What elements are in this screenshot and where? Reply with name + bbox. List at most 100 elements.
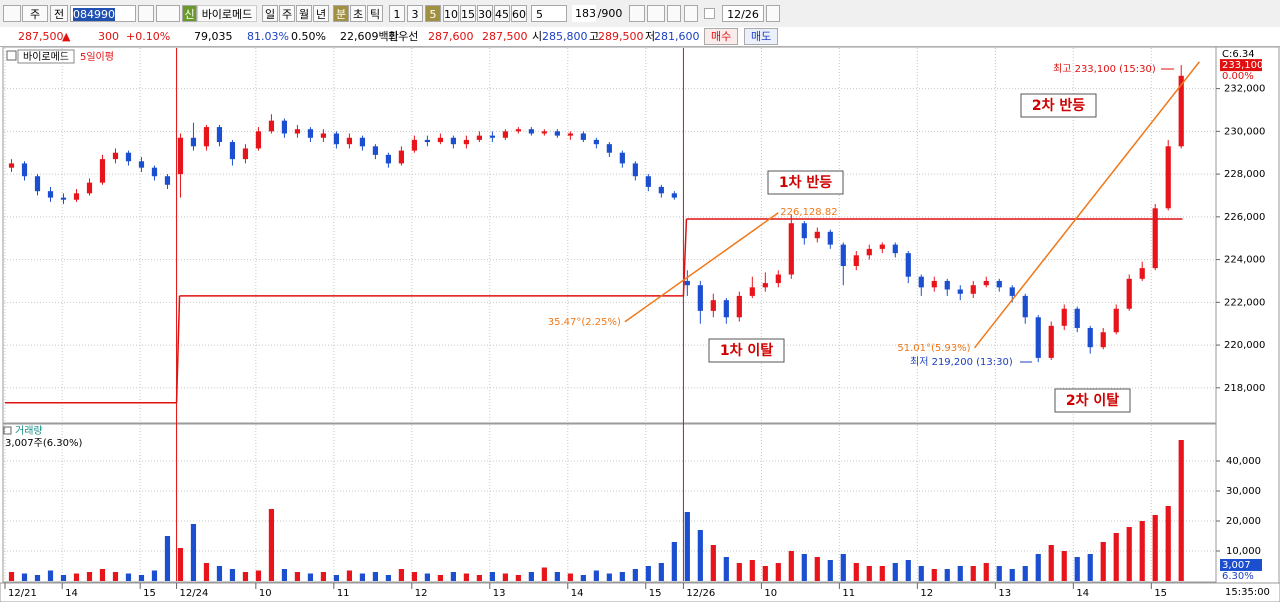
annotation-box [1020, 93, 1097, 118]
volume-bar [827, 560, 833, 581]
type-button[interactable]: 전 [50, 5, 68, 22]
current-volume-box [1220, 558, 1262, 571]
candle-body [580, 133, 586, 140]
x-tick-label: 12/26 [686, 588, 715, 599]
period-button[interactable]: 초 [350, 5, 366, 22]
x-tick-label: 11 [842, 588, 855, 599]
chart-title: 바이로메드 [23, 51, 69, 63]
current-volume-pct: 6.30% [1222, 571, 1254, 582]
volume-bar [502, 573, 508, 581]
market-select[interactable]: 주 [22, 5, 48, 22]
volume-bar [710, 545, 716, 581]
volume-bar [1074, 557, 1080, 581]
candle-body [541, 131, 547, 134]
change-pct: +0.10% [126, 30, 171, 43]
period-button[interactable]: 틱 [367, 5, 383, 22]
date-input[interactable]: 12/26 [722, 5, 764, 22]
sound-button[interactable] [156, 5, 180, 22]
code-input[interactable]: 084990 [70, 5, 136, 22]
candle-body [632, 163, 638, 177]
minute-button[interactable]: 10 [443, 5, 459, 22]
candle-body [1139, 268, 1145, 279]
period-button[interactable]: 주 [279, 5, 295, 22]
minute-button[interactable]: 1 [389, 5, 405, 22]
candle-body [736, 295, 742, 318]
candle-body [177, 137, 184, 175]
candle-body [1035, 317, 1041, 358]
minute-button[interactable]: 60 [511, 5, 527, 22]
candle-body [723, 300, 729, 318]
candle-body [905, 253, 911, 277]
volume-bar [1165, 506, 1171, 581]
min-label: 최저 219,200 (13:30) [910, 356, 1013, 368]
period-button[interactable]: 월 [296, 5, 312, 22]
open-label: 시 [532, 30, 543, 43]
candle-body [710, 300, 716, 311]
volume-bar [385, 575, 392, 581]
period-button[interactable]: 년 [313, 5, 329, 22]
volume-bar [333, 575, 340, 581]
trendline-label: 35.47°(2.25%) [548, 317, 621, 328]
volume-bar [879, 566, 885, 581]
volume-bar [762, 566, 768, 581]
checkbox[interactable] [704, 8, 715, 19]
volume-bar [229, 569, 236, 581]
candle-body [671, 193, 677, 198]
y-tick-label: 220,000 [1224, 340, 1265, 351]
volume-bar [905, 560, 911, 581]
tool-button[interactable] [667, 5, 681, 22]
volume-bar [125, 573, 132, 581]
count: 183 [572, 5, 596, 22]
minute-button[interactable]: 3 [407, 5, 423, 22]
y-tick-label: 30,000 [1226, 486, 1261, 497]
buy-button[interactable]: 매수 [704, 28, 739, 45]
candle-body [1087, 327, 1093, 348]
price: 287,500 [18, 30, 64, 43]
panel-icon [6, 50, 17, 61]
volume-bar [996, 566, 1002, 581]
volume-bar [281, 569, 288, 581]
current-price-box [1220, 59, 1262, 72]
volume-bar [632, 569, 638, 581]
candle-body [8, 163, 15, 168]
minute-button[interactable]: 5 [425, 5, 441, 22]
period-button[interactable]: 일 [262, 5, 278, 22]
candle-body [151, 167, 158, 177]
annotation-box [1054, 388, 1131, 413]
y-tick-label: 218,000 [1224, 383, 1265, 394]
volume-bar [918, 566, 924, 581]
best-label: 최우선 [388, 30, 419, 43]
candle-body [60, 197, 67, 200]
volume-bar [645, 566, 651, 581]
volume-bar [1022, 566, 1028, 581]
search-button[interactable] [138, 5, 154, 22]
volume-bar [528, 572, 534, 581]
x-tick-label: 12 [920, 588, 933, 599]
period-button[interactable]: 분 [333, 5, 349, 22]
minute-button[interactable]: 30 [477, 5, 493, 22]
interval-select[interactable]: 5 [531, 5, 567, 22]
minute-button[interactable]: 45 [494, 5, 510, 22]
volume-bar [554, 572, 560, 581]
tool-button[interactable] [684, 5, 698, 22]
volume-bar [970, 566, 976, 581]
volume-bar [450, 572, 456, 581]
tool-button[interactable] [629, 5, 645, 22]
candle-body [138, 161, 145, 168]
low-label: 저 [645, 30, 656, 43]
x-tick-label: 12 [415, 588, 428, 599]
sell-button[interactable]: 매도 [744, 28, 779, 45]
calendar-button[interactable] [766, 5, 780, 22]
volume-bar [931, 569, 937, 581]
candle-body [983, 280, 989, 286]
current-volume-label: 3,007 [1222, 560, 1251, 571]
icon-button[interactable] [3, 5, 21, 22]
tool-button[interactable] [647, 5, 665, 22]
candle-body [593, 139, 599, 145]
open: 285,800 [542, 30, 588, 43]
volume-bar [489, 572, 495, 581]
minute-button[interactable]: 15 [460, 5, 476, 22]
candle-body [840, 244, 846, 266]
annotation: 1차 이탈 [720, 342, 773, 359]
